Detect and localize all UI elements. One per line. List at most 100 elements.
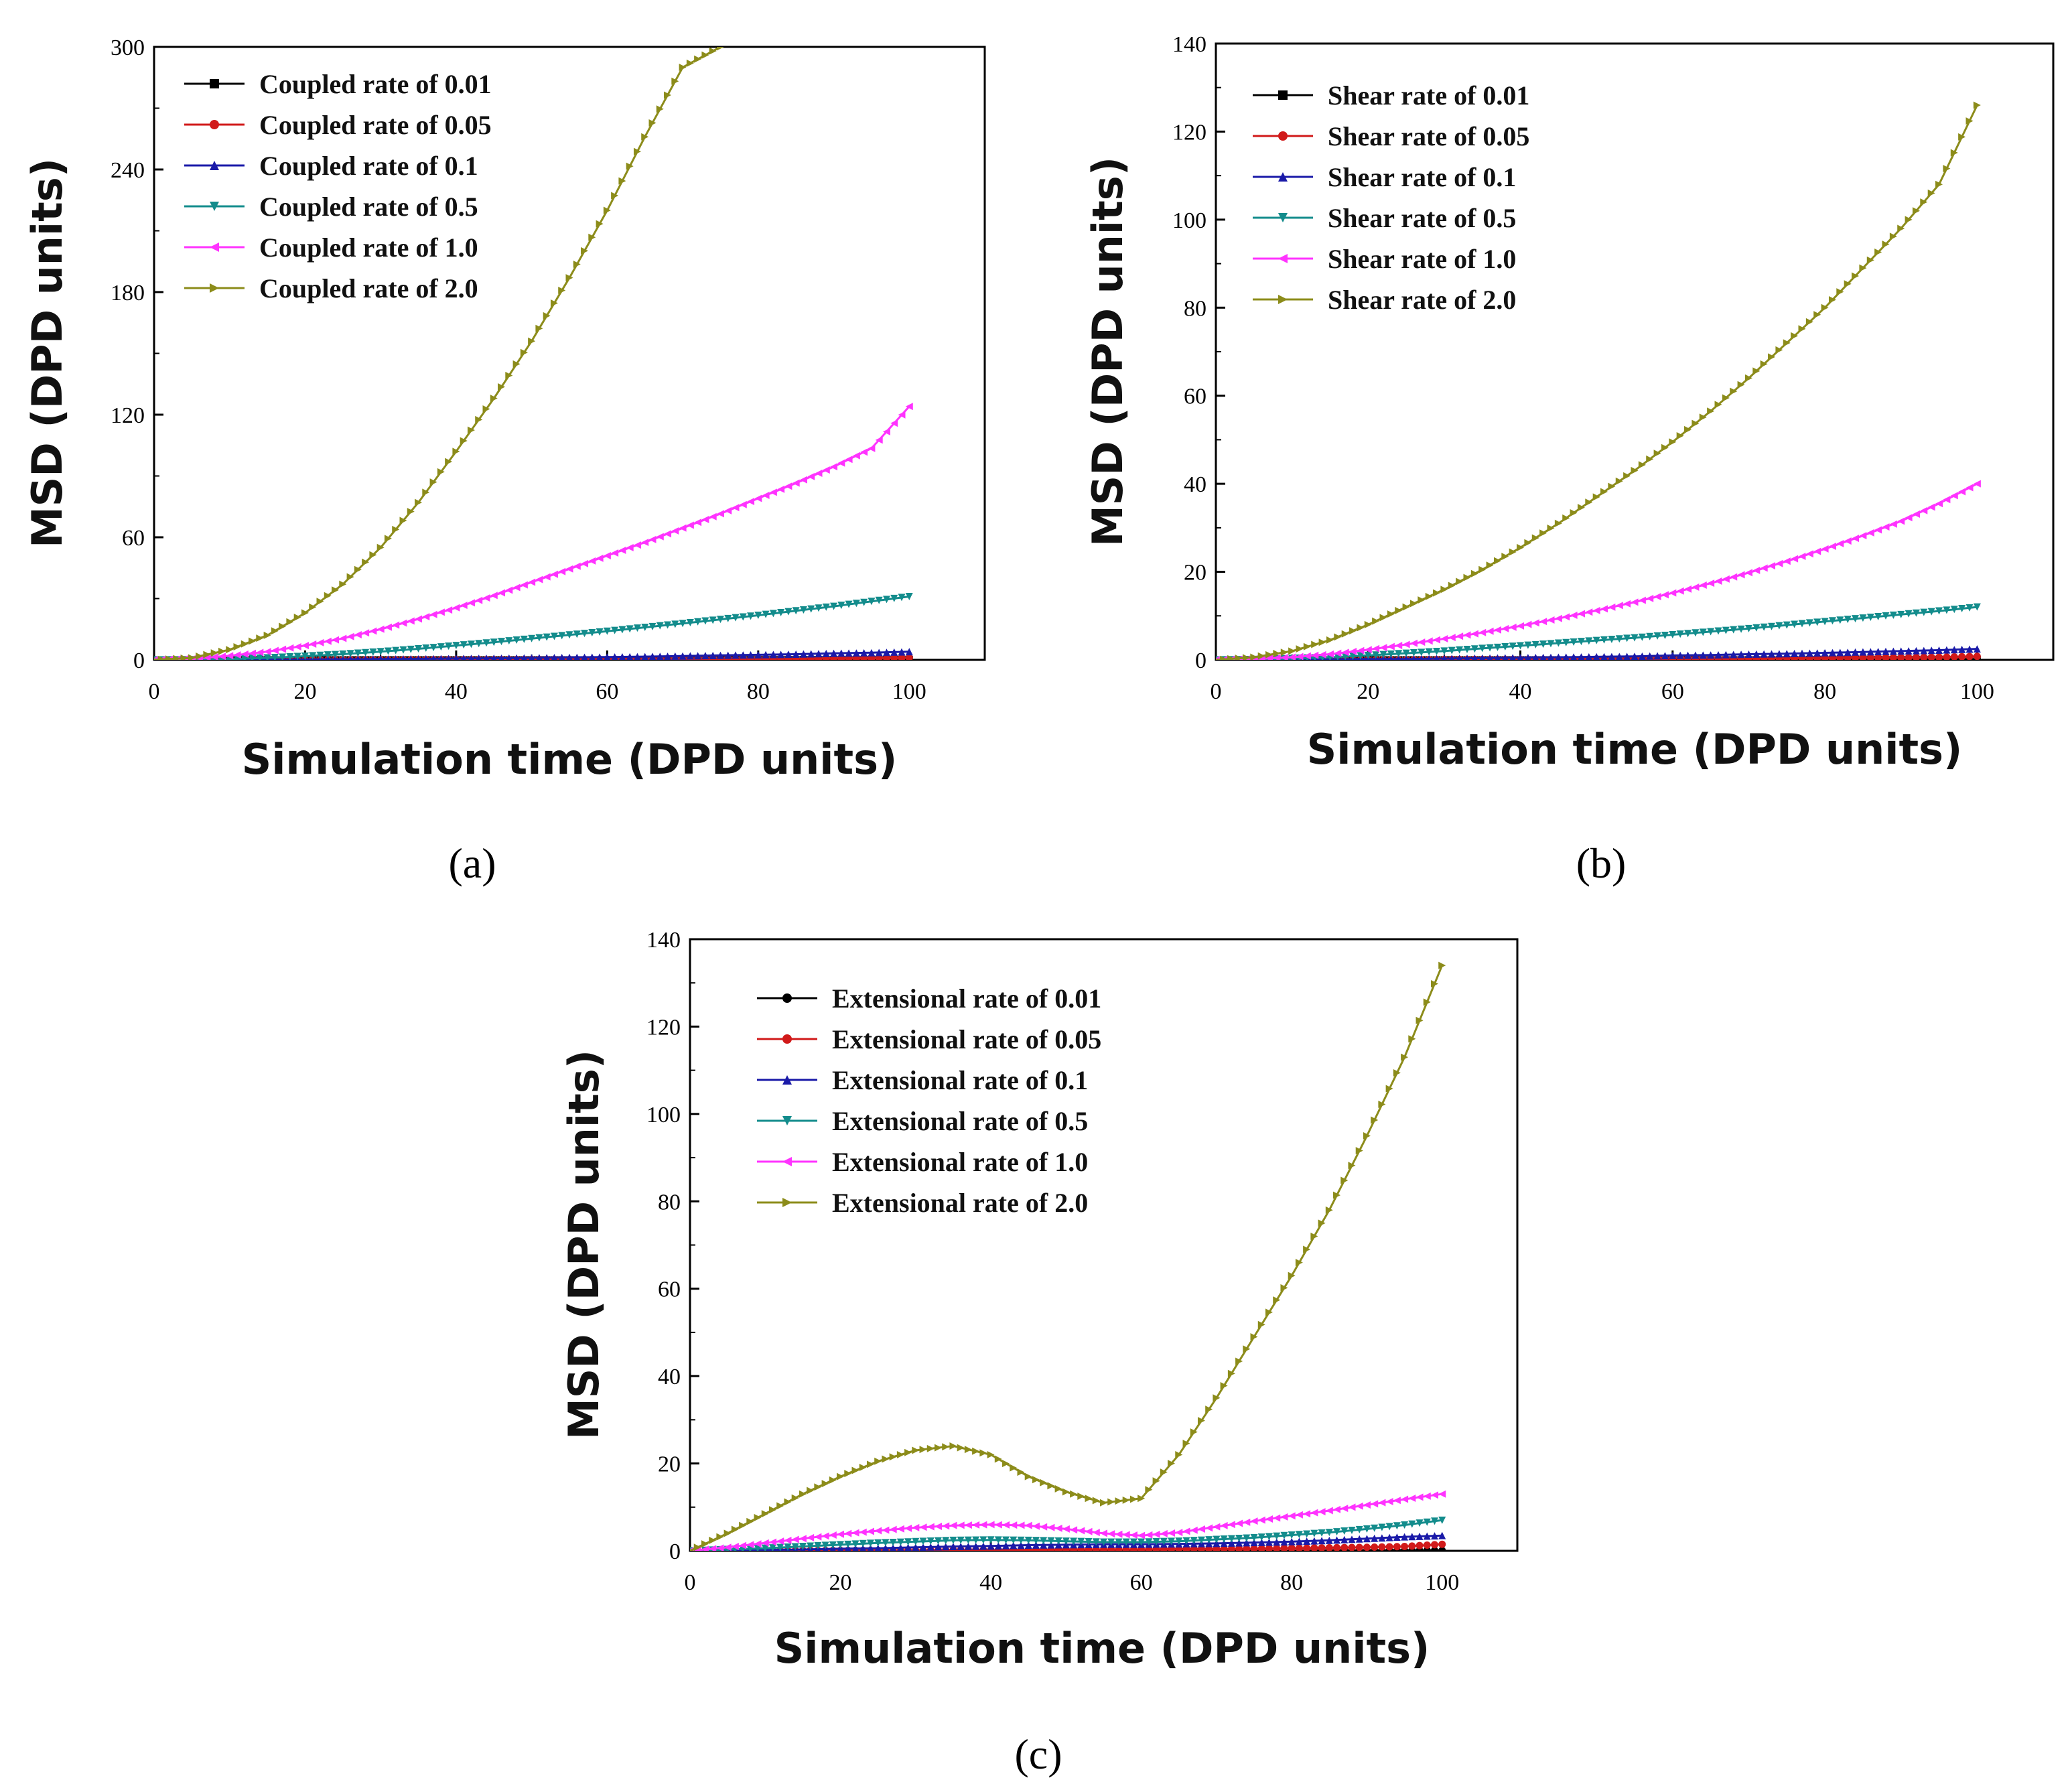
data-point bbox=[686, 618, 694, 626]
data-point bbox=[399, 516, 407, 525]
data-point bbox=[1570, 509, 1578, 517]
data-point bbox=[1348, 1543, 1356, 1551]
data-point bbox=[588, 233, 596, 241]
data-point bbox=[1744, 650, 1752, 658]
data-point bbox=[1684, 630, 1692, 638]
data-point bbox=[889, 1453, 897, 1461]
data-point bbox=[1213, 1523, 1221, 1531]
data-point bbox=[551, 654, 557, 660]
data-point bbox=[445, 642, 453, 650]
data-point bbox=[1889, 232, 1897, 240]
data-point bbox=[1250, 1533, 1258, 1541]
data-point bbox=[454, 654, 459, 660]
data-point bbox=[633, 624, 641, 632]
data-point bbox=[1418, 596, 1426, 604]
data-point bbox=[1866, 648, 1874, 656]
data-point bbox=[173, 654, 181, 660]
data-point bbox=[573, 653, 580, 660]
data-point bbox=[912, 1523, 920, 1531]
data-point bbox=[671, 652, 679, 660]
data-point bbox=[1943, 496, 1951, 504]
data-point bbox=[821, 1480, 829, 1488]
data-point bbox=[746, 1541, 754, 1549]
data-point bbox=[1768, 622, 1776, 630]
data-point bbox=[859, 1539, 867, 1547]
data-point bbox=[1325, 1507, 1333, 1515]
data-point bbox=[1592, 636, 1600, 644]
data-point bbox=[1874, 248, 1882, 256]
data-point bbox=[1509, 623, 1517, 631]
data-point bbox=[830, 602, 838, 610]
data-point bbox=[799, 606, 807, 614]
data-point bbox=[1653, 652, 1661, 660]
data-point bbox=[1859, 264, 1867, 272]
data-point bbox=[868, 444, 876, 452]
data-point bbox=[1912, 510, 1920, 518]
data-point bbox=[535, 634, 543, 642]
data-point bbox=[1002, 1541, 1010, 1549]
legend-marker bbox=[210, 161, 219, 170]
data-point bbox=[1478, 644, 1487, 652]
data-point bbox=[1470, 630, 1478, 638]
data-point bbox=[1372, 651, 1380, 659]
data-point bbox=[1333, 1191, 1341, 1199]
data-point bbox=[1752, 566, 1761, 574]
data-point bbox=[1692, 419, 1700, 427]
data-point bbox=[1107, 1530, 1115, 1538]
data-point bbox=[370, 655, 376, 660]
legend-label: Extensional rate of 2.0 bbox=[832, 1188, 1088, 1218]
data-point bbox=[1744, 374, 1752, 382]
data-point bbox=[1325, 1544, 1333, 1551]
data-point bbox=[279, 622, 287, 630]
data-point bbox=[1752, 624, 1761, 632]
data-point bbox=[1220, 1535, 1228, 1543]
data-point bbox=[1768, 353, 1776, 361]
data-point bbox=[664, 530, 672, 538]
data-point bbox=[1425, 637, 1433, 645]
data-point bbox=[1438, 1540, 1446, 1548]
data-point bbox=[1411, 655, 1416, 660]
data-point bbox=[535, 575, 543, 583]
data-point bbox=[1295, 1537, 1303, 1545]
data-point bbox=[1692, 583, 1700, 591]
data-point bbox=[256, 634, 264, 642]
data-point bbox=[1478, 628, 1487, 636]
data-point bbox=[1852, 535, 1860, 543]
data-point bbox=[1813, 649, 1821, 657]
data-point bbox=[286, 644, 294, 652]
data-point bbox=[1737, 571, 1745, 579]
data-point bbox=[1578, 653, 1585, 660]
y-tick-label: 20 bbox=[658, 1452, 681, 1477]
data-point bbox=[1859, 614, 1867, 622]
data-point bbox=[1828, 617, 1836, 625]
data-point bbox=[535, 324, 543, 332]
data-point bbox=[1168, 1537, 1176, 1545]
data-point bbox=[1107, 1538, 1115, 1546]
data-point bbox=[1403, 655, 1409, 660]
data-point bbox=[399, 619, 407, 627]
data-point bbox=[784, 1543, 792, 1551]
data-point bbox=[603, 627, 611, 635]
data-point bbox=[1562, 653, 1570, 660]
data-point bbox=[919, 1537, 927, 1545]
data-point bbox=[1396, 655, 1401, 660]
data-point bbox=[1070, 1537, 1078, 1545]
data-point bbox=[874, 1457, 882, 1465]
data-point bbox=[1280, 654, 1288, 660]
data-point bbox=[822, 649, 830, 657]
data-point bbox=[1227, 1521, 1235, 1529]
series-coupled-rate-of-1-0 bbox=[154, 403, 913, 660]
data-point bbox=[1408, 1035, 1416, 1043]
data-point bbox=[1927, 189, 1935, 197]
data-point bbox=[1638, 461, 1646, 469]
data-point bbox=[1965, 652, 1974, 660]
data-point bbox=[1175, 1451, 1183, 1459]
data-point bbox=[874, 1544, 882, 1551]
data-point bbox=[438, 654, 444, 660]
data-point bbox=[1775, 650, 1783, 658]
data-point bbox=[1242, 654, 1250, 660]
data-point bbox=[791, 1535, 799, 1543]
legend-label: Extensional rate of 0.05 bbox=[832, 1024, 1101, 1054]
data-point bbox=[896, 1525, 904, 1533]
data-point bbox=[1616, 652, 1623, 660]
